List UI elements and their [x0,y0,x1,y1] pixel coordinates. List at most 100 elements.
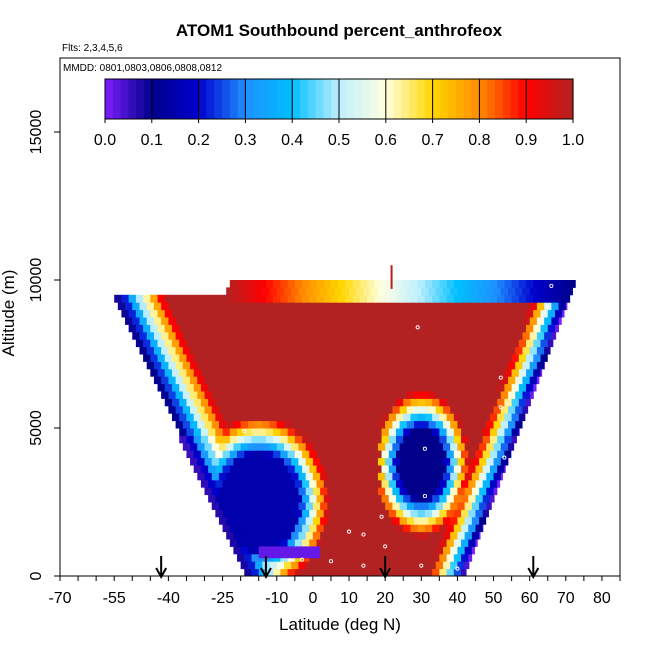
heatmap-cell [442,516,451,525]
heatmap-cell [258,428,267,436]
heatmap-cell [157,294,166,303]
heatmap-cell [255,361,263,370]
heatmap-cell [461,309,469,318]
heatmap-cell [479,376,487,385]
heatmap-cell [421,287,430,296]
heatmap-cell [377,472,386,481]
heatmap-cell [392,420,401,429]
heatmap-cell [424,383,433,392]
heatmap-cell [392,376,401,385]
heatmap-cell [291,391,299,399]
heatmap-cell [341,472,350,481]
heatmap-cell [312,361,321,370]
heatmap-cell [457,302,466,311]
heatmap-cell [410,280,419,288]
sample-point [422,494,427,499]
heatmap-cell [323,413,332,422]
heatmap-cell [345,309,354,318]
heatmap-cell [464,487,473,496]
heatmap-cell [406,531,415,540]
heatmap-cell [345,354,354,362]
heatmap-cell [262,346,271,355]
heatmap-cell [461,435,469,444]
sample-point [502,455,507,460]
colorbar-swatch [167,79,176,119]
heatmap-cell [410,568,419,577]
heatmap-cell [479,331,487,340]
heatmap-cell [536,317,545,325]
heatmap-cell [215,509,224,518]
heatmap-cell [385,472,393,481]
heatmap-cell [461,383,469,392]
heatmap-cell [284,442,292,451]
heatmap-cell [150,339,159,348]
heatmap-cell [262,331,271,340]
heatmap-cell [399,516,408,525]
heatmap-cell [417,494,426,503]
heatmap-cell [471,317,480,325]
heatmap-cell [298,317,307,325]
heatmap-cell [211,317,220,325]
heatmap-cell [255,561,263,570]
heatmap-cell [435,420,444,429]
heatmap-cell [475,413,484,422]
heatmap-cell [204,331,213,340]
heatmap-cell [565,302,568,311]
heatmap-cell [428,457,437,466]
heatmap-cell [349,516,357,525]
heatmap-cell [273,494,281,503]
heatmap-cell [410,309,419,318]
heatmap-cell [453,383,462,392]
heatmap-cell [244,479,252,488]
heatmap-cell [338,309,346,318]
heatmap-cell [327,317,336,325]
heatmap-cell [323,568,332,577]
heatmap-cell [244,339,252,348]
heatmap-cell [262,376,271,385]
heatmap-cell [237,354,245,362]
colorbar-swatch [502,79,512,119]
heatmap-cell [182,346,191,355]
heatmap-cell [338,413,346,422]
heatmap-cell [453,413,462,422]
heatmap-cell [204,361,213,370]
heatmap-cell [309,294,318,303]
heatmap-cell [489,354,498,362]
heatmap-cell [482,435,491,444]
heatmap-cell [320,502,328,510]
heatmap-cell [352,450,361,459]
heatmap-cell [377,502,386,510]
heatmap-cell [388,383,397,392]
heatmap-cell [334,502,343,510]
heatmap-cell [381,479,390,488]
heatmap-cell [410,553,419,562]
heatmap-cell [461,354,469,362]
heatmap-cell [193,324,202,333]
colorbar-tick-label: 0.8 [468,132,490,149]
heatmap-cell [226,420,234,429]
heatmap-cell [399,561,408,570]
heatmap-cell [186,435,195,444]
heatmap-cell [522,361,531,370]
heatmap-cell [341,405,350,414]
heatmap-cell [168,376,177,385]
heatmap-cell [262,361,271,370]
colorbar-swatch [557,79,566,119]
heatmap-cell [424,435,433,444]
heatmap-cell [374,294,383,303]
sample-point [498,375,503,380]
heatmap-cell [403,294,411,303]
heatmap-cell [341,287,350,296]
heatmap-cell [302,539,310,547]
heatmap-cell [211,391,220,399]
heatmap-cell [186,450,195,459]
heatmap-cell [450,317,458,325]
colorbar-swatch [276,79,285,119]
heatmap-cell [399,287,408,296]
heatmap-cell [399,376,408,385]
heatmap-cell [489,383,498,392]
heatmap-cell [385,391,393,399]
heatmap-cell [432,450,440,459]
heatmap-cell [410,524,419,533]
heatmap-cell [233,472,242,481]
